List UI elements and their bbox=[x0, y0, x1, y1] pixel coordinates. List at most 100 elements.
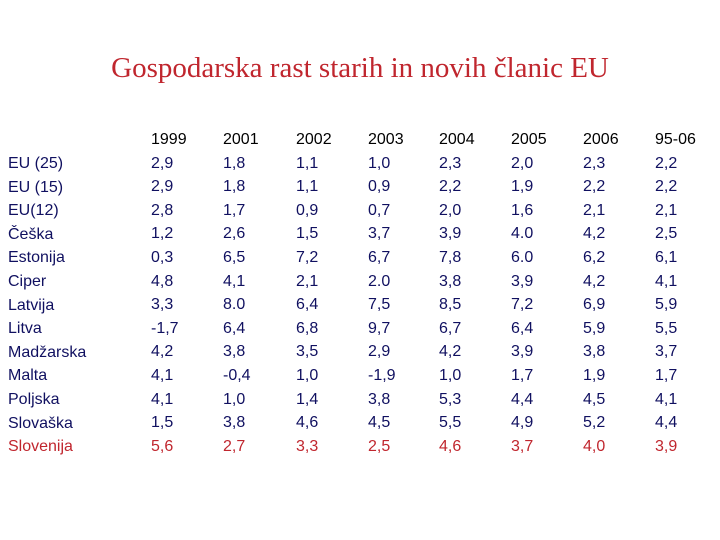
table-cell: 3,7 bbox=[655, 343, 678, 361]
table-cell: 7,8 bbox=[439, 248, 462, 266]
column-header: 2006 bbox=[583, 131, 619, 148]
table-cell: 3,3 bbox=[151, 296, 174, 314]
table-cell: 2,5 bbox=[655, 225, 678, 243]
table-cell: 4,2 bbox=[439, 343, 462, 361]
table-cell: 1,8 bbox=[223, 178, 246, 196]
row-label: Estonija bbox=[8, 249, 65, 267]
table-cell: 0,9 bbox=[368, 178, 391, 196]
row-label: Slovaška bbox=[8, 414, 73, 432]
row-label: EU(12) bbox=[8, 202, 59, 220]
table-cell: 1,5 bbox=[151, 414, 174, 432]
table-cell: 6,7 bbox=[439, 319, 462, 337]
table-cell: 6,4 bbox=[223, 319, 246, 337]
table-cell: 6,4 bbox=[511, 319, 534, 337]
table-cell: 2,9 bbox=[368, 343, 391, 361]
table-cell: 1,8 bbox=[223, 154, 246, 172]
table-cell: 1,7 bbox=[655, 366, 678, 384]
table-cell: 3,5 bbox=[296, 343, 319, 361]
row-label: Češka bbox=[8, 225, 54, 243]
table-cell: 2,0 bbox=[439, 201, 462, 219]
column-2004: 2004 2,3 2,2 2,0 3,9 7,8 3,8 8,5 6,7 4,2 1,0 5,3 5,5… bbox=[439, 128, 475, 458]
table-cell: 5,9 bbox=[583, 319, 606, 337]
table-cell: 3,8 bbox=[439, 272, 462, 290]
table-cell: 4,4 bbox=[511, 390, 534, 408]
table-cell: -0,4 bbox=[223, 366, 251, 384]
row-label: Madžarska bbox=[8, 343, 87, 361]
table-cell: 4,1 bbox=[151, 366, 174, 384]
table-cell: 2,1 bbox=[655, 201, 678, 219]
column-2002: 2002 1,1 1,1 0,9 1,5 7,2 2,1 6,4 6,8 3,5 1,0 1,4 4,6… bbox=[296, 128, 332, 458]
table-cell: -1,7 bbox=[151, 319, 179, 337]
row-label: Ciper bbox=[8, 272, 47, 290]
table-cell: 2,1 bbox=[296, 272, 319, 290]
table-cell: 3,8 bbox=[223, 343, 246, 361]
table-cell: 2,8 bbox=[151, 201, 174, 219]
table-cell: 2,5 bbox=[368, 437, 391, 455]
table-cell: 4,1 bbox=[151, 390, 174, 408]
table-cell: 5,9 bbox=[655, 296, 678, 314]
table-cell: 4.0 bbox=[511, 225, 534, 243]
column-2005: 2005 2,0 1,9 1,6 4.0 6.0 3,9 7,2 6,4 3,9 1,7 4,4 4,9… bbox=[511, 128, 547, 458]
column-2001: 2001 1,8 1,8 1,7 2,6 6,5 4,1 8.0 6,4 3,8 -0,4 1,0 3,… bbox=[223, 128, 259, 458]
table-cell: 4,6 bbox=[296, 414, 319, 432]
table-cell: 6,2 bbox=[583, 248, 606, 266]
table-cell: 2,2 bbox=[583, 178, 606, 196]
table-cell: 1,1 bbox=[296, 178, 319, 196]
table-cell: 2,3 bbox=[439, 154, 462, 172]
table-cell: 2,6 bbox=[223, 225, 246, 243]
table-cell: 6,5 bbox=[223, 248, 246, 266]
table-cell: 2,0 bbox=[511, 154, 534, 172]
table-cell: 0,3 bbox=[151, 248, 174, 266]
table-cell: 7,2 bbox=[296, 248, 319, 266]
table-cell: 4,1 bbox=[655, 390, 678, 408]
table-cell: 3,7 bbox=[511, 437, 534, 455]
table-cell: 4,5 bbox=[583, 390, 606, 408]
table-cell: 1,5 bbox=[296, 225, 319, 243]
row-label: Litva bbox=[8, 320, 42, 338]
column-header: 2003 bbox=[368, 131, 404, 148]
row-label: EU (25) bbox=[8, 155, 64, 172]
table-cell: 5,5 bbox=[655, 319, 678, 337]
column-header: 2002 bbox=[296, 131, 332, 148]
table-cell: 4,1 bbox=[655, 272, 678, 290]
table-cell: 3,9 bbox=[511, 272, 534, 290]
table-cell: 4,6 bbox=[439, 437, 462, 455]
table-cell: 6,7 bbox=[368, 248, 391, 266]
row-label: EU (15) bbox=[8, 178, 64, 196]
column-2006: 2006 2,3 2,2 2,1 4,2 6,2 4,2 6,9 5,9 3,8 1,9 4,5 5,2… bbox=[583, 128, 619, 458]
table-cell: 4,2 bbox=[151, 343, 174, 361]
page-title: Gospodarska rast starih in novih članic … bbox=[111, 52, 609, 84]
table-cell: 1,7 bbox=[223, 201, 246, 219]
table-cell: 2,3 bbox=[583, 154, 606, 172]
table-cell: 1,6 bbox=[511, 201, 534, 219]
table-cell: 5,3 bbox=[439, 390, 462, 408]
table-cell: 3,9 bbox=[511, 343, 534, 361]
row-labels: EU (25) EU (15) EU(12) Češka Estonija Ciper La… bbox=[8, 152, 86, 459]
table-cell: 4,2 bbox=[583, 225, 606, 243]
table-cell: 3,3 bbox=[296, 437, 319, 455]
table-cell: 3,8 bbox=[368, 390, 391, 408]
table-cell: 6,4 bbox=[296, 296, 319, 314]
table-cell: 6,9 bbox=[583, 296, 606, 314]
column-header: 2005 bbox=[511, 131, 547, 148]
table-cell: 5,6 bbox=[151, 437, 174, 455]
table-cell: 5,2 bbox=[583, 414, 606, 432]
table-cell: 1,0 bbox=[368, 154, 391, 172]
table-cell: 4,9 bbox=[511, 414, 534, 432]
table-cell: 4,8 bbox=[151, 272, 174, 290]
table-cell: 5,5 bbox=[439, 414, 462, 432]
table-cell: 4,0 bbox=[583, 437, 606, 455]
column-header: 1999 bbox=[151, 131, 187, 148]
table-cell: 2,1 bbox=[583, 201, 606, 219]
table-cell: 2,9 bbox=[151, 178, 174, 196]
table-cell: 1,7 bbox=[511, 366, 534, 384]
table-cell: 4,1 bbox=[223, 272, 246, 290]
table-cell: 2,9 bbox=[151, 154, 174, 172]
table-cell: 2.0 bbox=[368, 272, 391, 290]
column-2003: 2003 1,0 0,9 0,7 3,7 6,7 2.0 7,5 9,7 2,9 -1,9 3,8 4,… bbox=[368, 128, 404, 458]
row-label: Latvija bbox=[8, 296, 55, 314]
table-cell: 1,2 bbox=[151, 225, 174, 243]
column-9506: 95-06 2,2 2,2 2,1 2,5 6,1 4,1 5,9 5,5 3,7 1,7 4,1 4,… bbox=[655, 128, 696, 458]
table-cell: 2,2 bbox=[655, 154, 678, 172]
table-cell: 1,9 bbox=[583, 366, 606, 384]
